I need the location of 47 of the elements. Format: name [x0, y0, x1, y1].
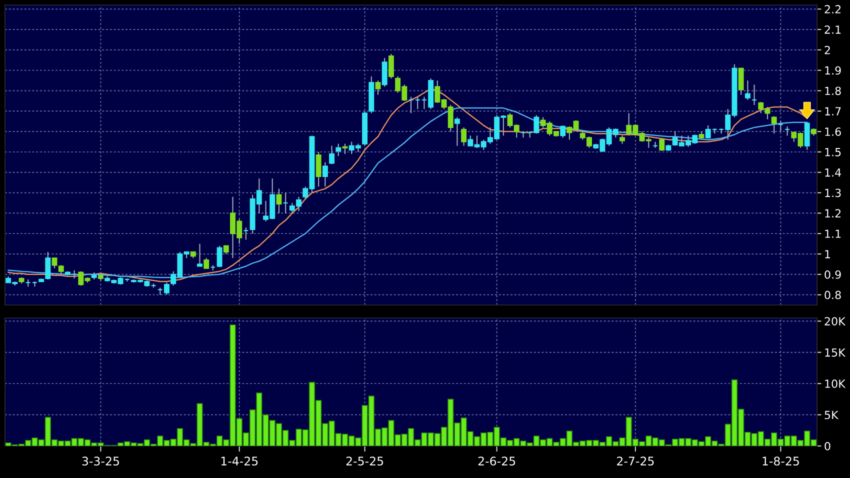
y-tick-label: 1.9	[825, 66, 841, 75]
y-tick-label: 10K	[825, 380, 846, 388]
y-tick-label: 2.2	[824, 5, 840, 14]
candlestick	[738, 68, 744, 96]
y-tick-label: 0.8	[824, 290, 841, 300]
candlestick	[375, 80, 381, 96]
x-tick-label: 2-5-25	[346, 456, 384, 466]
y-tick-label: 15K	[825, 348, 846, 357]
y-tick-label: 1.2	[825, 209, 840, 218]
x-tick-label: 2-6-25	[478, 456, 516, 466]
x-tick-label: 3-3-25	[82, 456, 119, 466]
y-tick-label: 1	[825, 250, 830, 258]
candlestick	[454, 116, 460, 146]
y-tick-label: 1.5	[825, 148, 841, 156]
candlestick	[382, 58, 388, 88]
y-tick-label: 0.9	[824, 270, 841, 279]
candlestick	[316, 151, 322, 188]
candlestick	[744, 80, 750, 100]
candlestick	[197, 243, 202, 267]
candlestick	[336, 143, 342, 157]
candlestick	[45, 251, 51, 280]
candlestick	[216, 245, 222, 268]
y-tick-label: 2	[824, 46, 830, 54]
x-tick-label: 2-7-25	[617, 456, 654, 466]
x-tick-label: 1-8-25	[762, 456, 799, 466]
candlestick	[322, 162, 328, 188]
candlestick	[771, 116, 777, 134]
candlestick	[276, 188, 282, 214]
y-tick-label: 5K	[824, 410, 839, 420]
y-tick-label: 1.8	[825, 86, 841, 96]
y-tick-label: 1.6	[825, 128, 841, 136]
y-tick-label: 1.4	[825, 168, 841, 177]
y-tick-label: 2.1	[824, 25, 841, 34]
candlestick	[342, 143, 348, 155]
y-tick-label: 0	[824, 442, 830, 450]
candlestick	[804, 122, 810, 150]
y-tick-label: 1.7	[825, 107, 841, 116]
y-tick-label: 20K	[824, 317, 846, 326]
candlestick	[659, 138, 665, 152]
candlestick	[204, 258, 210, 269]
candlestick	[461, 126, 467, 146]
y-tick-label: 1.1	[825, 230, 841, 238]
x-tick-label: 1-4-25	[221, 456, 258, 466]
candlestick	[388, 53, 394, 80]
y-tick-label: 1.3	[825, 188, 841, 198]
candlestick	[560, 124, 566, 138]
candlestick	[329, 145, 335, 165]
